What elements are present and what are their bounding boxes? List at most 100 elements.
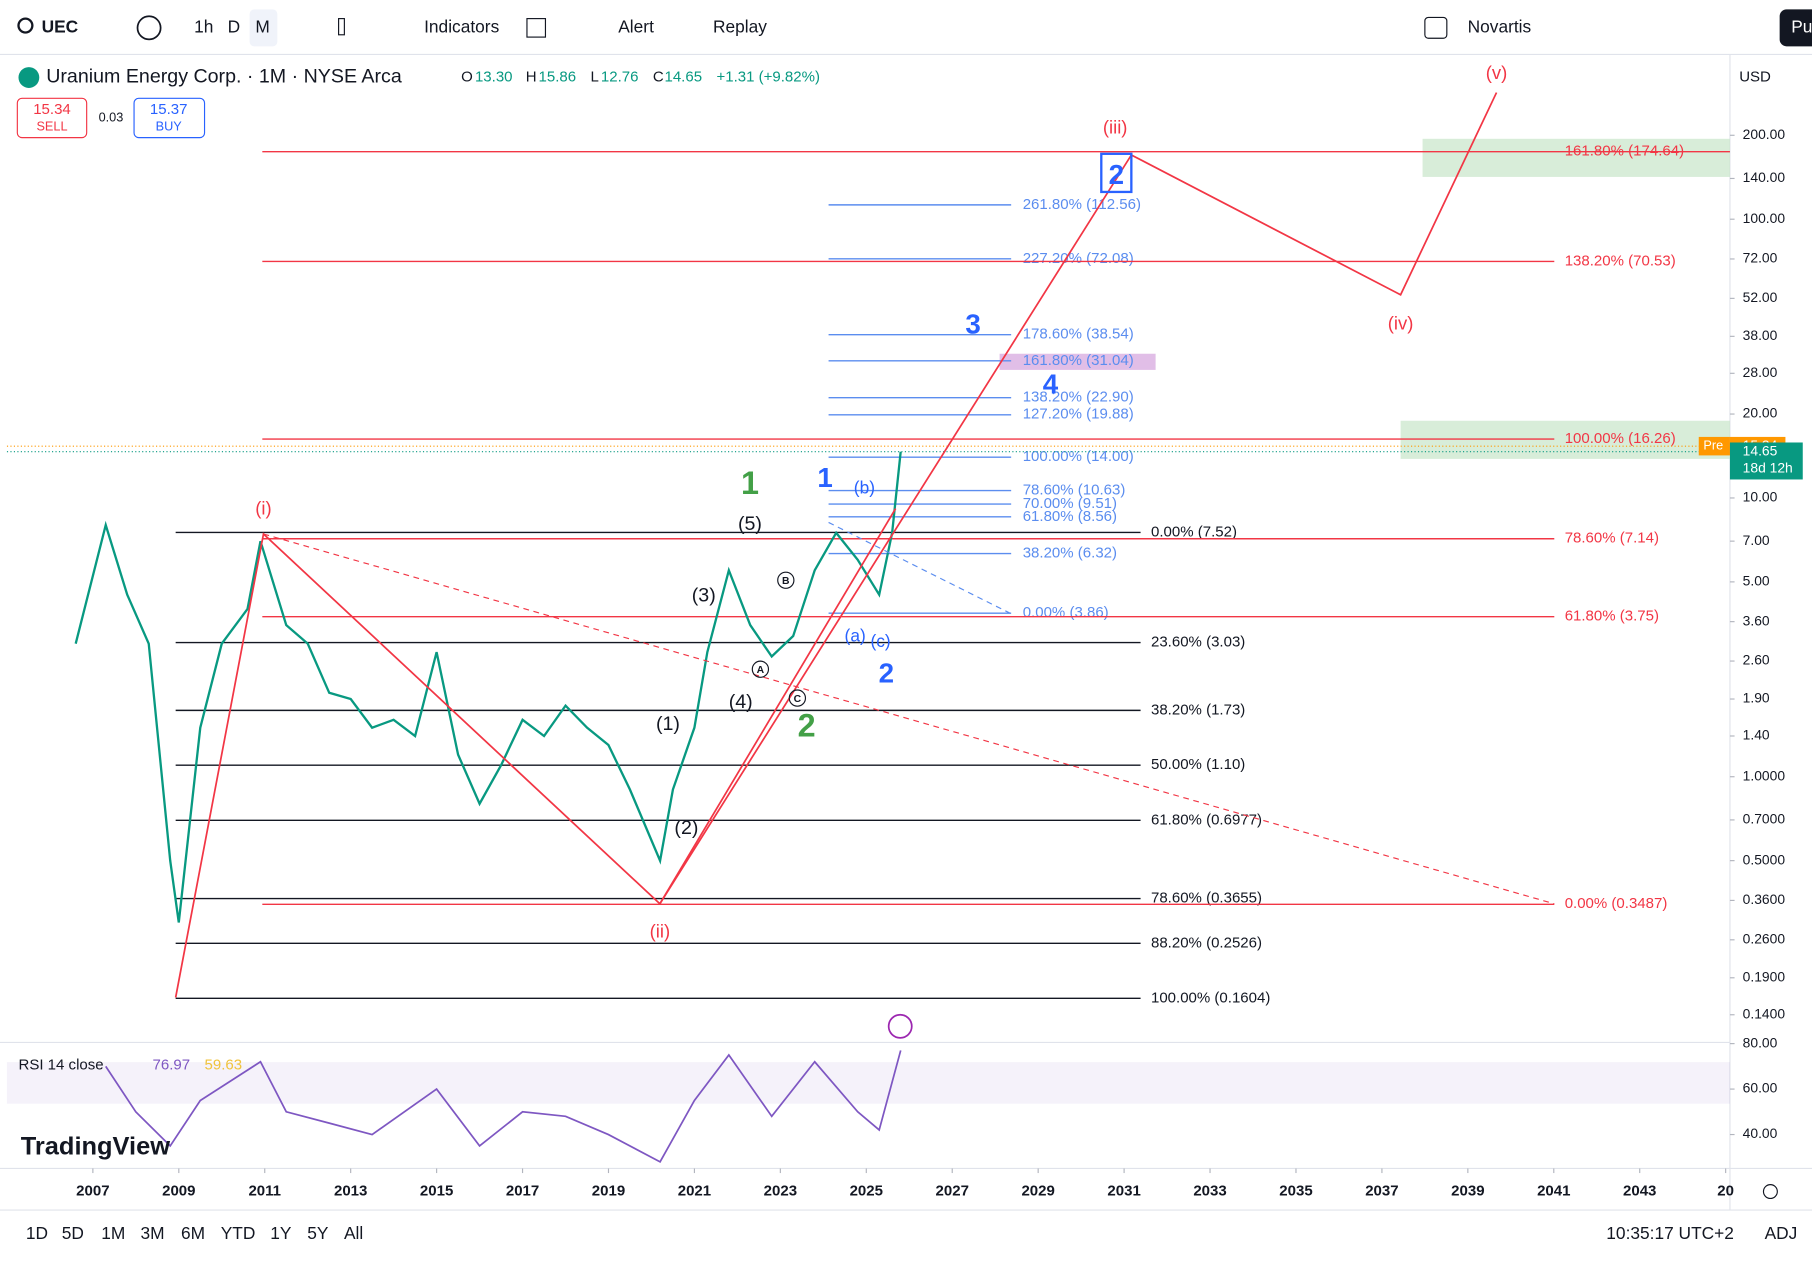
wave-label: (iv) <box>1388 313 1414 334</box>
wave-labels: (i) (ii) (iii) (iv) (v) 1 2 1 2 3 4 (1) (2) (3) (4) (5)… <box>255 62 1507 942</box>
fib-label: 70.00% (9.51) <box>1023 495 1117 512</box>
wave-label: (ii) <box>650 921 671 942</box>
range-button[interactable]: 1M <box>101 1223 125 1243</box>
fib-label: 127.20% (19.88) <box>1023 406 1134 423</box>
y-tick-label: 28.00 <box>1743 364 1778 380</box>
range-button[interactable]: YTD <box>221 1223 256 1243</box>
sell-price[interactable]: 15.34 <box>33 101 71 118</box>
fib-label: 38.20% (1.73) <box>1151 701 1245 718</box>
watchlist-icon[interactable] <box>1424 16 1448 39</box>
fib-label: 50.00% (1.10) <box>1151 756 1245 773</box>
legend-title: Uranium Energy Corp. · 1M · NYSE Arca <box>46 66 402 88</box>
symbol[interactable]: UEC <box>42 16 79 36</box>
buy-button[interactable] <box>133 97 206 139</box>
highlight-zone <box>999 353 1156 370</box>
wave-box <box>1100 152 1133 194</box>
x-tick-label: 2023 <box>764 1183 797 1200</box>
alert-icon[interactable] <box>887 1013 913 1039</box>
y-tick-label: 0.7000 <box>1743 811 1786 827</box>
add-symbol[interactable] <box>136 15 162 41</box>
legend-change: +1.31 (+9.82%) <box>716 69 820 86</box>
settings-icon[interactable] <box>1762 1184 1778 1200</box>
fib-label: 88.20% (0.2526) <box>1151 934 1262 951</box>
legend-l-label: L <box>591 69 599 86</box>
wave-label: (b) <box>854 478 875 498</box>
fib-label: 61.80% (3.75) <box>1565 608 1659 625</box>
range-button[interactable]: 3M <box>141 1223 165 1243</box>
fib-label: 138.20% (70.53) <box>1565 252 1676 269</box>
symbol-logo <box>18 67 40 88</box>
sell-button[interactable] <box>16 97 88 139</box>
adj-button[interactable]: ADJ <box>1765 1223 1798 1243</box>
fib-label: 23.60% (3.03) <box>1151 633 1245 650</box>
y-tick-label: 0.1400 <box>1743 1005 1786 1021</box>
x-tick-label: 2041 <box>1537 1183 1570 1200</box>
y-tick-label: 38.00 <box>1743 327 1778 343</box>
fib-label: 0.00% (0.3487) <box>1565 895 1668 912</box>
wave-label: 2 <box>1109 159 1124 190</box>
wave-label: (i) <box>255 498 271 519</box>
y-tick-label: 3.60 <box>1743 612 1770 628</box>
range-button[interactable]: 5D <box>62 1223 84 1243</box>
interval[interactable]: 1h <box>194 16 213 36</box>
range-button[interactable]: 6M <box>181 1223 205 1243</box>
wave-path <box>174 92 1498 998</box>
spread: 0.03 <box>99 109 124 124</box>
fib-label: 61.80% (8.56) <box>1023 508 1117 525</box>
currency[interactable]: USD <box>1739 69 1771 86</box>
interval[interactable]: M <box>255 16 269 36</box>
x-tick-label: 2009 <box>162 1183 195 1200</box>
search-icon[interactable] <box>17 17 34 34</box>
y-tick-label: 7.00 <box>1743 532 1770 548</box>
replay-button[interactable]: Replay <box>713 16 767 36</box>
wave-label: 2 <box>879 657 894 688</box>
x-tick-label: 2025 <box>850 1183 883 1200</box>
range-button[interactable]: 1Y <box>270 1223 292 1243</box>
alert-button[interactable]: Alert <box>618 16 654 36</box>
publish-button[interactable] <box>1779 9 1812 47</box>
rsi-line <box>105 1050 902 1164</box>
x-tick-label: 2027 <box>936 1183 969 1200</box>
fib-label: 61.80% (0.6977) <box>1151 811 1262 828</box>
wave-circle <box>751 660 770 678</box>
buy-price[interactable]: 15.37 <box>150 101 188 118</box>
legend-c-label: C <box>653 69 664 86</box>
y-tick-label: 5.00 <box>1743 573 1770 589</box>
wave-label: B <box>782 576 790 587</box>
trend-line <box>263 533 1555 905</box>
layouts-icon[interactable] <box>526 18 547 38</box>
buy-label[interactable]: BUY <box>156 119 183 134</box>
countdown-label: 18d 12h <box>1743 460 1793 476</box>
x-tick-label: 2043 <box>1623 1183 1656 1200</box>
wave-label: (1) <box>656 713 680 735</box>
range-button[interactable]: 1D <box>26 1223 48 1243</box>
indicators-button[interactable]: Indicators <box>424 16 499 36</box>
publish-label[interactable]: Pu <box>1791 16 1812 36</box>
y-tick-label: 0.3600 <box>1743 891 1786 907</box>
y-tick-label: 20.00 <box>1743 405 1778 421</box>
wave-label: A <box>757 665 765 676</box>
range-button[interactable]: 5Y <box>307 1223 329 1243</box>
y-tick-label: 1.40 <box>1743 727 1770 743</box>
chart-type-icon[interactable] <box>338 18 345 36</box>
x-tick-label: 2037 <box>1365 1183 1398 1200</box>
x-tick-label: 2013 <box>334 1183 367 1200</box>
interval[interactable]: D <box>228 16 241 36</box>
axes: 200.00140.00100.0072.0052.0038.0028.0020… <box>76 126 1803 1200</box>
sell-label[interactable]: SELL <box>36 119 67 134</box>
pre-tag <box>1698 436 1730 456</box>
y-tick-label: 200.00 <box>1743 126 1786 142</box>
rsi-pane: 80.00 60.00 40.00 RSI 14 close 76.97 59.63 <box>6 1034 1778 1164</box>
wave-label: (5) <box>738 513 762 535</box>
fib-label: 261.80% (112.56) <box>1023 196 1141 213</box>
fib-label: 0.00% (7.52) <box>1151 523 1237 540</box>
wave-circle <box>777 571 795 589</box>
range-button[interactable]: All <box>344 1223 363 1243</box>
y-tick-label: 0.2600 <box>1743 930 1786 946</box>
legend-o-label: O <box>461 69 473 86</box>
wave-label: (c) <box>870 631 890 651</box>
wave-label: 1 <box>741 465 759 501</box>
watchlist[interactable]: Novartis <box>1468 16 1532 36</box>
